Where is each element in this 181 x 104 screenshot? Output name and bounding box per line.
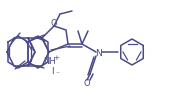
Text: +: +: [53, 55, 59, 61]
Text: NH: NH: [43, 56, 55, 66]
Text: I: I: [51, 67, 53, 77]
Text: O: O: [51, 19, 57, 27]
Text: ⁻: ⁻: [55, 69, 59, 79]
Text: N: N: [95, 50, 101, 58]
Text: O: O: [84, 79, 90, 87]
